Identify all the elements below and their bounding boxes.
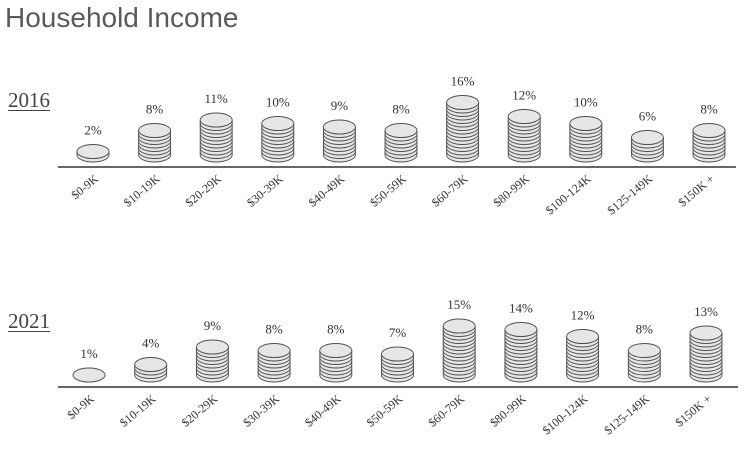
category-label: $150K + [672, 391, 714, 429]
category-label: $125-149K [604, 171, 655, 217]
coin-stack [566, 329, 600, 383]
coin-top [199, 112, 233, 128]
category-label: $20-29K [179, 391, 221, 429]
coin-stack [322, 119, 356, 163]
category-label: $100-124K [540, 391, 591, 437]
value-label: 13% [694, 304, 718, 319]
coin-stack [627, 343, 661, 383]
value-label: 8% [700, 102, 718, 117]
category-label: $50-59K [364, 391, 406, 429]
coin-top [138, 123, 172, 138]
coin-stack [319, 343, 353, 383]
coin-stack [257, 343, 291, 383]
coin-stack [504, 322, 538, 383]
coin-top [384, 123, 418, 138]
coin-top [446, 95, 480, 110]
value-label: 8% [327, 322, 345, 337]
coin-stack [261, 116, 295, 163]
category-label: $20-29K [182, 171, 224, 209]
coin-top [381, 346, 414, 362]
category-label: $125-149K [601, 391, 652, 437]
coin-top [322, 119, 356, 135]
coin-top [76, 144, 110, 159]
value-label: 10% [266, 95, 290, 110]
category-label: $80-99K [490, 171, 532, 209]
category-label: $60-79K [429, 171, 471, 209]
value-label: 16% [451, 74, 475, 89]
value-label: 9% [204, 318, 222, 333]
value-label: 2% [84, 123, 102, 138]
value-label: 14% [509, 301, 533, 316]
coin-top [504, 322, 538, 337]
category-label: $100-124K [543, 171, 594, 217]
category-label: $50-59K [367, 171, 409, 209]
coin-top [195, 339, 229, 355]
category-label: $0-9K [68, 171, 101, 202]
coin-stack [689, 325, 723, 383]
coin-stack [134, 357, 168, 383]
coin-stack [507, 109, 541, 163]
value-label: 4% [142, 336, 160, 351]
value-label: 8% [146, 102, 164, 117]
category-label: $40-49K [302, 391, 344, 429]
category-label: $150K + [675, 171, 717, 209]
coin-top [692, 123, 726, 138]
category-label: $30-39K [244, 171, 286, 209]
coin-stack [381, 346, 414, 383]
value-label: 10% [574, 95, 598, 110]
category-label: $10-19K [121, 171, 163, 209]
category-label: $60-79K [425, 391, 467, 429]
value-label: 6% [639, 109, 657, 124]
coin-top [72, 367, 106, 383]
panel-2021: 1% $0-9K 4% $10-19K 9% $20-29K 8% $30-39K 8% $40-… [58, 297, 738, 437]
category-label: $10-19K [117, 391, 159, 429]
coin-top [566, 329, 600, 344]
coin-stack [138, 123, 172, 163]
panel-2016: 2% $0-9K 8% $10-19K 11% $20-29K 10% $30-39K 9% $4… [58, 74, 736, 217]
value-label: 8% [265, 322, 283, 337]
coin-top [569, 116, 603, 131]
coin-top [507, 109, 541, 124]
coin-stack [630, 130, 664, 163]
coin-stack [569, 116, 603, 163]
coin-stack [195, 339, 229, 383]
coin-stack [446, 95, 480, 163]
category-label: $40-49K [306, 171, 348, 209]
category-label: $80-99K [487, 391, 529, 429]
value-label: 7% [389, 325, 407, 340]
value-label: 11% [205, 91, 229, 106]
coin-top [442, 318, 476, 334]
value-label: 8% [636, 322, 654, 337]
coin-top [319, 343, 353, 358]
coin-top [261, 116, 295, 131]
coin-top [134, 357, 168, 372]
value-label: 15% [447, 297, 471, 312]
category-label: $0-9K [64, 391, 97, 422]
category-label: $30-39K [240, 391, 282, 429]
value-label: 8% [392, 102, 410, 117]
coin-top [257, 343, 291, 358]
year-label-2016: 2016 [8, 88, 50, 112]
value-label: 12% [512, 88, 536, 103]
coin-stack [72, 367, 106, 383]
coin-stack [384, 123, 418, 163]
coin-top [627, 343, 661, 358]
value-label: 12% [571, 308, 595, 323]
value-label: 1% [80, 346, 98, 361]
coin-top [689, 325, 723, 341]
coin-stack [692, 123, 726, 163]
coin-top [630, 130, 664, 145]
year-label-2021: 2021 [8, 309, 50, 333]
coin-stack [199, 112, 233, 163]
value-label: 9% [331, 98, 349, 113]
coin-stack [76, 144, 110, 163]
chart-title: Household Income [5, 2, 239, 33]
coin-stack [442, 318, 476, 383]
